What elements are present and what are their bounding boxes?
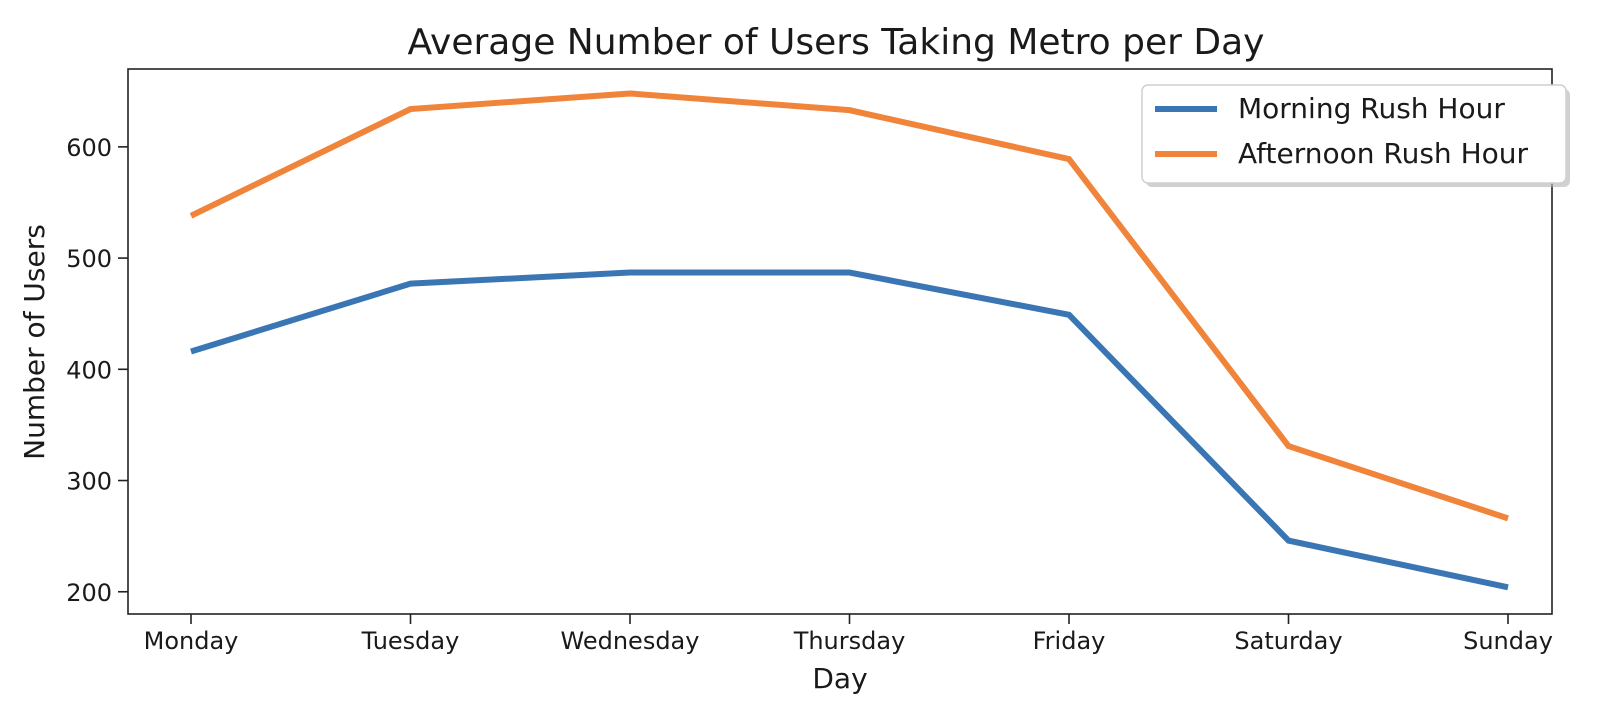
legend-label-morning-rush-hour: Morning Rush Hour <box>1238 92 1505 125</box>
legend: Morning Rush Hour Afternoon Rush Hour <box>1141 84 1570 187</box>
x-axis: Monday Tuesday Wednesday Thursday Friday Satu… <box>144 614 1553 655</box>
chart-title: Average Number of Users Taking Metro per… <box>408 22 1265 63</box>
y-tick-label: 500 <box>66 245 112 273</box>
y-axis-label: Number of Users <box>18 224 51 460</box>
x-tick-label-saturday: Saturday <box>1234 627 1342 655</box>
y-tick-label: 400 <box>66 356 112 384</box>
x-tick-label-monday: Monday <box>144 627 239 655</box>
y-tick-label: 300 <box>66 468 112 496</box>
x-tick-label-tuesday: Tuesday <box>361 627 460 655</box>
y-axis: 200 300 400 500 600 <box>66 134 128 607</box>
x-tick-label-thursday: Thursday <box>793 627 906 655</box>
x-tick-label-wednesday: Wednesday <box>561 627 700 655</box>
x-tick-label-friday: Friday <box>1033 627 1106 655</box>
y-tick-label: 200 <box>66 579 112 607</box>
series-line-afternoon-rush-hour <box>189 90 1509 522</box>
x-axis-label: Day <box>812 662 867 695</box>
plot-frame <box>127 68 1553 615</box>
legend-box <box>1141 84 1567 184</box>
y-tick-label: 600 <box>66 134 112 162</box>
series-lines <box>189 90 1509 591</box>
series-line-morning-rush-hour <box>190 269 1509 591</box>
x-tick-label-sunday: Sunday <box>1463 627 1553 655</box>
legend-label-afternoon-rush-hour: Afternoon Rush Hour <box>1238 137 1529 170</box>
